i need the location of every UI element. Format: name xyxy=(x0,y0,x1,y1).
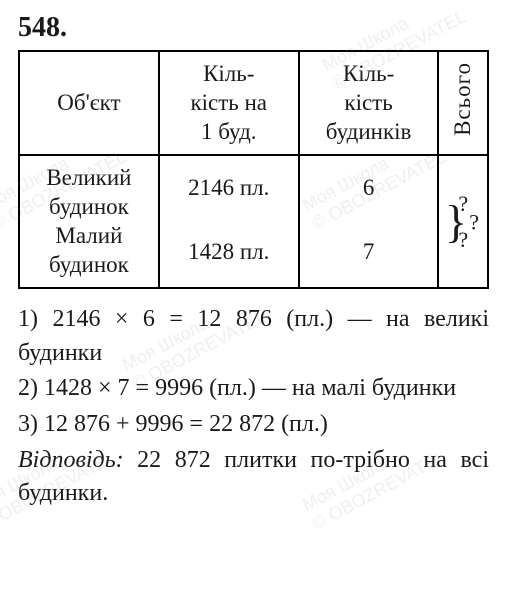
solution-step-1: 1) 2146 × 6 = 12 876 (пл.) — на великі б… xyxy=(18,303,489,370)
object-1: Великий будинок xyxy=(26,164,152,222)
count-1: 6 xyxy=(306,174,432,206)
cell-objects: Великий будинок Малий будинок xyxy=(19,155,159,288)
solution-answer: Відповідь: 22 872 плитки по-трібно на вс… xyxy=(18,444,489,511)
header-count: Кіль- кість будинків xyxy=(299,51,439,155)
exercise-number: 548. xyxy=(18,12,489,44)
count-2: 7 xyxy=(306,238,432,270)
solution-step-2: 2) 1428 × 7 = 9996 (пл.) — на малі будин… xyxy=(18,372,489,406)
header-total: Всього xyxy=(438,51,488,155)
brace-icon: } xyxy=(445,199,467,245)
table-header-row: Об'єкт Кіль- кість на 1 буд. Кіль- кість… xyxy=(19,51,488,155)
per-building-1: 2146 пл. xyxy=(166,174,292,206)
spacer xyxy=(166,206,292,238)
spacer xyxy=(306,206,432,238)
table-body-row: Великий будинок Малий будинок 2146 пл. 1… xyxy=(19,155,488,288)
solution-block: 1) 2146 × 6 = 12 876 (пл.) — на великі б… xyxy=(18,303,489,511)
data-table: Об'єкт Кіль- кість на 1 буд. Кіль- кість… xyxy=(18,50,489,289)
header-per-building-text: Кіль- кість на 1 буд. xyxy=(190,61,267,144)
header-total-text: Всього xyxy=(449,62,478,136)
header-per-building: Кіль- кість на 1 буд. xyxy=(159,51,299,155)
cell-per-building: 2146 пл. 1428 пл. xyxy=(159,155,299,288)
solution-step-3: 3) 12 876 + 9996 = 22 872 (пл.) xyxy=(18,408,489,442)
grand-total: ? xyxy=(469,208,479,236)
answer-label: Відповідь: xyxy=(18,447,124,473)
object-2: Малий будинок xyxy=(26,222,152,280)
header-object: Об'єкт xyxy=(19,51,159,155)
header-count-text: Кіль- кість будинків xyxy=(326,61,412,144)
cell-totals: ? ? } ? xyxy=(438,155,488,288)
cell-counts: 6 7 xyxy=(299,155,439,288)
per-building-2: 1428 пл. xyxy=(166,238,292,270)
